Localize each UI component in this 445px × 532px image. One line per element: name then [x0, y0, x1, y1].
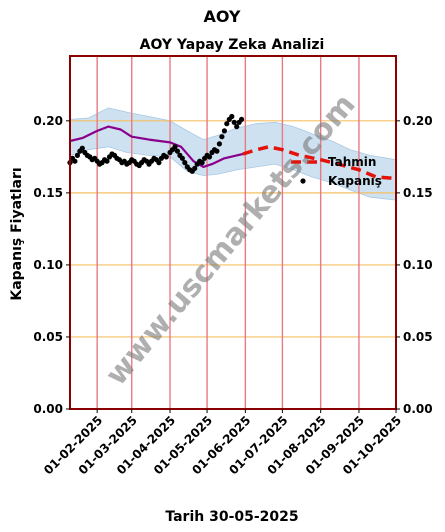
close-point	[216, 141, 222, 147]
y-tick-label-right: 0.10	[403, 258, 433, 272]
close-point	[174, 148, 180, 154]
close-point	[104, 158, 110, 164]
grid-lines	[70, 56, 396, 409]
close-point	[172, 144, 178, 150]
chart-subtitle: AOY Yapay Zeka Analizi	[140, 37, 325, 53]
chart-title: AOY	[204, 7, 241, 26]
close-point	[182, 160, 188, 166]
y-axis-label: Kapanış Fiyatları	[9, 167, 25, 300]
y-tick-label: 0.20	[33, 114, 63, 128]
y-tick-label-right: 0.00	[403, 402, 433, 416]
y-tick-label-right: 0.05	[403, 330, 433, 344]
close-point	[72, 158, 78, 164]
x-tick-label: 01-02-2025	[41, 413, 105, 477]
legend-swatch-close	[300, 178, 306, 184]
close-point	[234, 124, 240, 130]
close-point	[179, 155, 185, 161]
y-tick-label-right: 0.20	[403, 114, 433, 128]
y-tick-label-right: 0.15	[403, 186, 433, 200]
close-point	[231, 119, 237, 125]
y-tick-label: 0.05	[33, 330, 63, 344]
close-point	[221, 128, 227, 134]
series-layer	[67, 113, 397, 181]
y-tick-label: 0.00	[33, 402, 63, 416]
legend-label: Tahmin	[328, 155, 376, 169]
close-point	[206, 154, 213, 160]
close-point	[74, 152, 80, 158]
close-point	[224, 121, 230, 127]
moving-average-line	[69, 125, 244, 168]
plot-frame	[69, 55, 397, 410]
legend-label: Kapanış	[328, 174, 382, 188]
x-axis-label: Tarih 30-05-2025	[165, 509, 298, 525]
close-point	[219, 134, 225, 140]
close-point	[229, 113, 235, 120]
close-point	[199, 160, 205, 166]
y-tick-label: 0.10	[33, 258, 63, 272]
close-point	[214, 148, 220, 154]
close-point	[192, 165, 198, 171]
close-point	[163, 154, 169, 160]
forecast-line	[242, 145, 397, 181]
legend: Tahmin Kapanış	[291, 155, 382, 188]
close-point	[239, 116, 245, 122]
close-point	[156, 160, 162, 166]
y-tick-label: 0.15	[33, 186, 63, 200]
close-point	[79, 145, 85, 151]
